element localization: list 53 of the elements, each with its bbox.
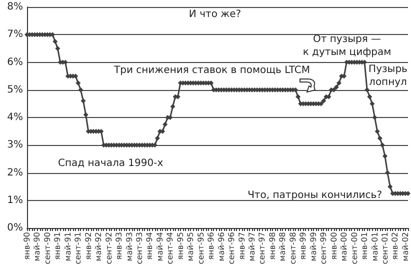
x-tick-label: май-92 xyxy=(94,232,104,262)
x-tick-label: май-97 xyxy=(248,232,257,262)
annotation: От пузыря — к дутым цифрам xyxy=(302,34,392,58)
y-tick-label: 8% xyxy=(7,2,23,12)
x-tick-label: янв-00 xyxy=(329,232,338,260)
x-tick-label: май-95 xyxy=(186,232,196,262)
y-tick-label: 3% xyxy=(7,140,23,151)
x-tick-label: янв-96 xyxy=(206,232,216,260)
annotation: Три снижения ставок в помощь LTCM xyxy=(113,65,310,76)
x-tick-label: сент-98 xyxy=(288,232,298,264)
x-tick-label: сент-91 xyxy=(74,232,83,264)
x-tick-label: сент-96 xyxy=(227,232,236,264)
x-tick-label: май-00 xyxy=(340,232,349,262)
y-tick-label: 0% xyxy=(7,222,23,234)
x-tick-label: май-98 xyxy=(278,232,288,262)
x-tick-label: янв-99 xyxy=(298,232,308,260)
x-tick-label: сент-01 xyxy=(380,232,390,264)
x-tick-label: май-94 xyxy=(155,232,164,262)
x-tick-label: янв-92 xyxy=(84,232,93,260)
x-tick-label: сент-99 xyxy=(319,232,328,264)
y-tick-label: 4% xyxy=(7,112,23,123)
annotation: И что же? xyxy=(188,9,242,20)
x-tick-label: сент-95 xyxy=(196,232,206,264)
x-tick-label: янв-01 xyxy=(360,232,370,260)
y-tick-label: 2% xyxy=(7,167,23,178)
x-tick-label: янв-98 xyxy=(268,232,277,260)
y-tick-label: 6% xyxy=(7,56,23,68)
x-tick-label: май-99 xyxy=(308,232,318,262)
x-tick-label: сент-97 xyxy=(258,232,267,264)
x-tick-label: май-91 xyxy=(63,232,72,262)
x-tick-label: сент-93 xyxy=(135,232,144,264)
y-tick-label: 1% xyxy=(7,194,23,206)
x-tick-label: янв-97 xyxy=(237,232,246,260)
x-tick-label: май-02 xyxy=(400,232,410,262)
x-tick-label: янв-93 xyxy=(114,232,124,260)
x-tick-label: май-90 xyxy=(32,232,42,262)
y-tick-label: 7% xyxy=(7,29,23,40)
x-tick-label: май-01 xyxy=(370,232,380,262)
annotation: Пузырь лопнул xyxy=(368,64,408,88)
x-tick-label: сент-92 xyxy=(104,232,114,264)
annotation: Что, патроны кончились? xyxy=(248,190,382,201)
x-tick-label: май-96 xyxy=(216,232,226,262)
x-tick-label: янв-91 xyxy=(53,232,62,260)
x-tick-label: янв-95 xyxy=(176,232,185,260)
annotation: Спад начала 1990-х xyxy=(58,158,164,169)
x-tick-label: янв-02 xyxy=(390,232,400,260)
x-tick-label: сент-00 xyxy=(350,232,359,264)
x-tick-label: май-93 xyxy=(124,232,134,262)
x-tick-label: сент-94 xyxy=(166,232,175,264)
x-tick-label: янв-90 xyxy=(22,232,32,260)
y-tick-label: 5% xyxy=(7,84,23,96)
x-tick-label: янв-94 xyxy=(145,232,154,260)
x-tick-label: сент-90 xyxy=(42,232,52,264)
